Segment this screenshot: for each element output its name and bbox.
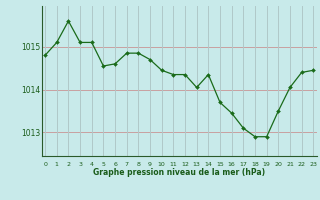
X-axis label: Graphe pression niveau de la mer (hPa): Graphe pression niveau de la mer (hPa): [93, 168, 265, 177]
